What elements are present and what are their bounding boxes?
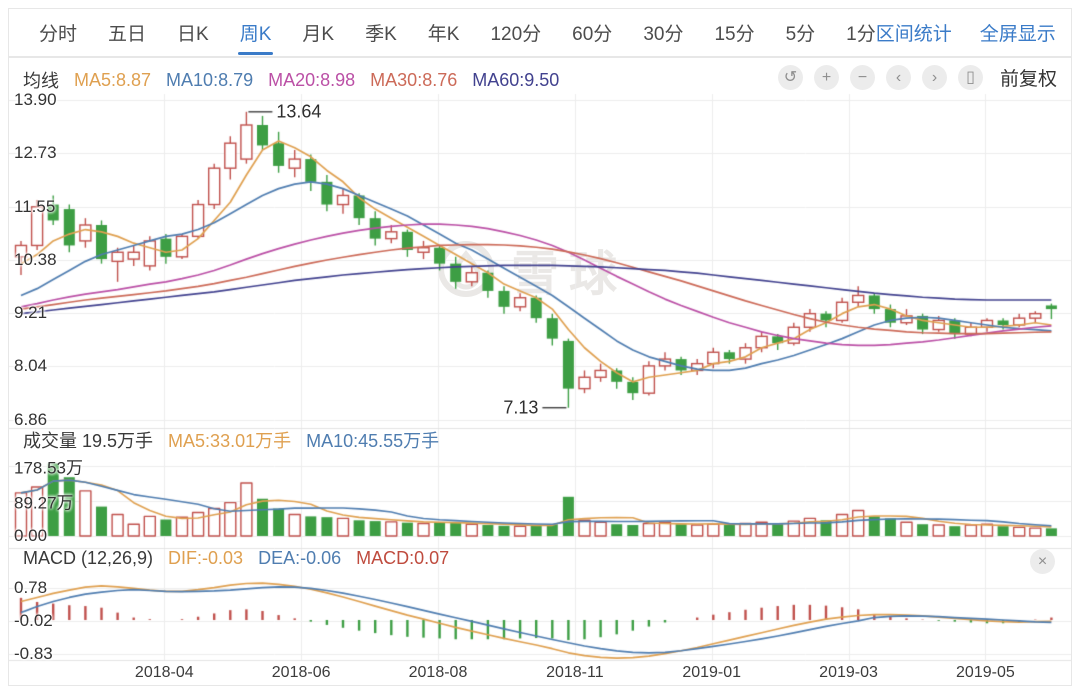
price-axis-label: 13.90: [14, 90, 57, 109]
tab-5day[interactable]: 五日: [108, 24, 147, 45]
macd-legend: MACD (12,26,9) DIF:-0.03 DEA:-0.06 MACD:…: [23, 548, 449, 569]
price-axis-label: 9.21: [14, 303, 48, 323]
period-tabbar: 分时 五日 日K 周K 月K 季K 年K 120分 60分 30分 15分 5分…: [8, 8, 1072, 57]
range-stats-link[interactable]: 区间统计: [875, 24, 952, 45]
zoom-out-icon[interactable]: −: [849, 65, 875, 90]
tab-30min[interactable]: 30分: [643, 24, 684, 45]
kline-chart-canvas[interactable]: [9, 58, 1071, 685]
tab-15min[interactable]: 15分: [714, 24, 755, 45]
volume-ma5-value: MA5:33.01万手: [168, 431, 292, 451]
volume-axis-label: 178.53万: [14, 458, 83, 478]
macd-value: MACD:0.07: [356, 548, 450, 568]
price-axis-label: 10.38: [14, 250, 57, 269]
adjust-mode-selector[interactable]: 前复权: [999, 69, 1057, 90]
x-axis-label: 2018-06: [271, 664, 331, 681]
ma20-value: MA20:8.98: [268, 69, 356, 90]
price-axis-label: 11.55: [14, 196, 56, 216]
tab-year-k[interactable]: 年K: [427, 24, 460, 45]
macd-axis-label: -0.02: [14, 610, 53, 630]
ma-legend-title: 均线: [23, 71, 59, 91]
dif-value: DIF:-0.03: [168, 548, 244, 568]
tab-day-k[interactable]: 日K: [177, 24, 209, 45]
price-axis-label: 12.73: [14, 143, 57, 163]
pan-right-icon[interactable]: ›: [921, 65, 947, 90]
ma60-value: MA60:9.50: [472, 69, 560, 90]
chart-panel: 雪球 均线 MA5:8.87 MA10:8.79 MA20:8.98 MA30:…: [8, 57, 1072, 686]
x-axis-label: 2018-08: [408, 664, 468, 681]
macd-params: MACD (12,26,9): [23, 548, 154, 568]
ma5-value: MA5:8.87: [74, 69, 152, 90]
x-axis-label: 2019-01: [682, 664, 742, 681]
macd-axis-label: -0.83: [14, 644, 53, 664]
tab-120min[interactable]: 120分: [490, 24, 542, 45]
macd-axis-label: 0.78: [14, 578, 48, 598]
tab-month-k[interactable]: 月K: [302, 24, 335, 45]
x-axis-label: 2019-05: [956, 664, 1015, 681]
volume-axis-label: 89.27万: [14, 493, 74, 513]
ma10-value: MA10:8.79: [166, 69, 254, 90]
tab-60min[interactable]: 60分: [572, 24, 613, 45]
dea-value: DEA:-0.06: [258, 548, 342, 568]
fullscreen-link[interactable]: 全屏显示: [979, 24, 1056, 45]
undo-icon[interactable]: ↺: [777, 65, 803, 90]
tabbar-links: 区间统计 全屏显示: [876, 19, 1080, 46]
x-axis-label: 2018-11: [546, 664, 604, 681]
x-axis-label: 2019-03: [819, 664, 878, 681]
ma30-value: MA30:8.76: [370, 69, 458, 90]
period-tabs: 分时 五日 日K 周K 月K 季K 年K 120分 60分 30分 15分 5分…: [9, 19, 876, 55]
volume-current: 成交量 19.5万手: [23, 431, 154, 451]
high-price-annotation: 13.64: [276, 101, 322, 122]
volume-legend: 成交量 19.5万手 MA5:33.01万手 MA10:45.55万手: [23, 427, 439, 453]
x-axis-label: 2018-04: [134, 664, 194, 681]
volume-ma10-value: MA10:45.55万手: [306, 431, 440, 451]
phone-icon[interactable]: ▯: [957, 65, 983, 90]
price-axis-label: 6.86: [14, 410, 48, 429]
tab-quarter-k[interactable]: 季K: [365, 24, 397, 45]
price-axis-label: 8.04: [14, 356, 48, 376]
pan-left-icon[interactable]: ‹: [885, 65, 911, 90]
volume-axis-label: 0.00: [14, 526, 48, 545]
tab-1min[interactable]: 1分: [846, 24, 876, 45]
zoom-in-icon[interactable]: +: [813, 65, 839, 90]
close-macd-icon[interactable]: ×: [1030, 549, 1055, 574]
tab-week-k[interactable]: 周K: [237, 19, 274, 55]
tab-fenshi[interactable]: 分时: [39, 24, 78, 45]
chart-controls: ↺ + − ‹ › ▯ 前复权: [777, 64, 1057, 91]
tab-5min[interactable]: 5分: [785, 24, 816, 45]
low-price-annotation: 7.13: [503, 397, 539, 418]
ma-legend: 均线 MA5:8.87 MA10:8.79 MA20:8.98 MA30:8.7…: [23, 67, 559, 93]
